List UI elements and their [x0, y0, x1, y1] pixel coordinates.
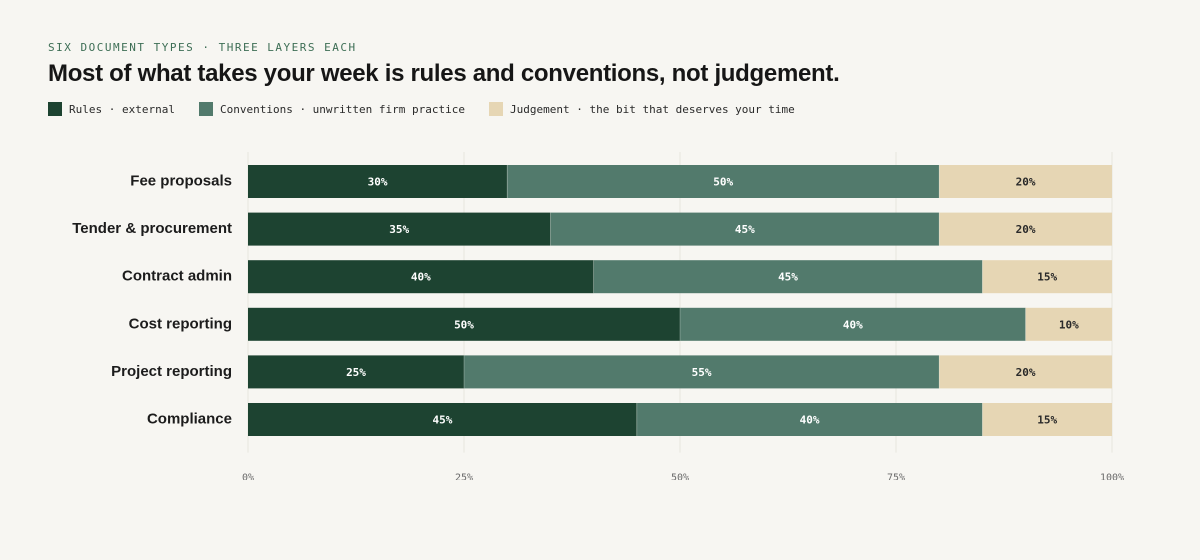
bar-value-label-cost-reporting-judgement: 10% [1059, 318, 1079, 331]
bar-value-label-tender-procurement-rules: 35% [389, 223, 409, 236]
category-label-fee-proposals: Fee proposals [130, 172, 232, 189]
bar-value-label-cost-reporting-conventions: 40% [843, 318, 863, 331]
bar-cost-reporting-judgement [1025, 307, 1112, 341]
bar-value-label-compliance-conventions: 40% [800, 414, 820, 427]
legend-swatch-conventions [198, 102, 213, 116]
bar-value-label-tender-procurement-conventions: 45% [735, 223, 755, 236]
category-label-compliance: Compliance [147, 410, 232, 427]
bar-cost-reporting-rules [248, 307, 680, 341]
category-label-tender-procurement: Tender & procurement [72, 220, 232, 237]
x-tick-label-75: 75% [887, 473, 905, 480]
bar-value-label-contract-admin-rules: 40% [411, 271, 431, 284]
bar-tender-procurement-rules [248, 212, 551, 246]
eyebrow-label: SIX DOCUMENT TYPES · THREE LAYERS EACH [48, 41, 357, 54]
bar-value-label-contract-admin-judgement: 15% [1037, 271, 1057, 284]
bar-value-label-fee-proposals-judgement: 20% [1016, 176, 1036, 189]
legend-label-judgement: Judgement · the bit that deserves your t… [510, 102, 795, 116]
bar-value-label-fee-proposals-rules: 30% [368, 176, 388, 189]
bar-value-label-contract-admin-conventions: 45% [778, 271, 798, 284]
bar-value-label-project-reporting-conventions: 55% [692, 366, 712, 379]
bar-value-label-compliance-judgement: 15% [1037, 414, 1057, 427]
x-tick-label-100: 100% [1100, 473, 1124, 480]
bar-project-reporting-rules [248, 355, 464, 389]
legend-label-rules: Rules · external [69, 102, 175, 116]
bar-value-label-compliance-rules: 45% [432, 414, 452, 427]
bar-fee-proposals-judgement [939, 165, 1112, 198]
bar-tender-procurement-conventions [550, 212, 940, 246]
bar-compliance-rules [248, 403, 637, 436]
bar-value-label-project-reporting-rules: 25% [346, 366, 366, 379]
legend-item-conventions: Conventions · unwritten firm practice [198, 102, 466, 116]
bar-value-label-project-reporting-judgement: 20% [1016, 366, 1036, 379]
x-tick-label-50: 50% [671, 473, 689, 480]
legend-item-rules: Rules · external [48, 102, 175, 116]
legend-swatch-judgement [489, 102, 504, 116]
bar-value-label-cost-reporting-rules: 50% [454, 318, 474, 331]
bar-contract-admin-conventions [593, 260, 983, 294]
legend-label-conventions: Conventions · unwritten firm practice [219, 102, 466, 116]
bar-contract-admin-rules [248, 260, 594, 294]
bar-project-reporting-conventions [464, 355, 940, 389]
bar-contract-admin-judgement [982, 260, 1112, 294]
stacked-bar-chart: Fee proposals 30% 50% 20% Tender & procureme… [72, 152, 1124, 480]
bar-fee-proposals-conventions [507, 165, 940, 198]
legend-item-judgement: Judgement · the bit that deserves your t… [489, 102, 795, 116]
bar-fee-proposals-rules [248, 165, 508, 198]
bar-compliance-conventions [636, 403, 983, 436]
category-label-contract-admin: Contract admin [122, 268, 232, 285]
x-tick-label-25: 25% [455, 473, 473, 480]
x-tick-label-0: 0% [242, 473, 254, 480]
category-label-cost-reporting: Cost reporting [129, 315, 232, 332]
bar-tender-procurement-judgement [939, 212, 1112, 246]
chart-title: Most of what takes your week is rules an… [48, 60, 840, 87]
legend-swatch-rules [48, 102, 62, 116]
bar-value-label-fee-proposals-conventions: 50% [713, 176, 733, 189]
legend: Rules · external Conventions · unwritten… [48, 102, 795, 116]
bar-value-label-tender-procurement-judgement: 20% [1016, 223, 1036, 236]
bar-compliance-judgement [982, 403, 1112, 436]
category-label-project-reporting: Project reporting [111, 363, 232, 380]
bar-project-reporting-judgement [939, 355, 1112, 389]
bar-cost-reporting-conventions [680, 307, 1026, 341]
